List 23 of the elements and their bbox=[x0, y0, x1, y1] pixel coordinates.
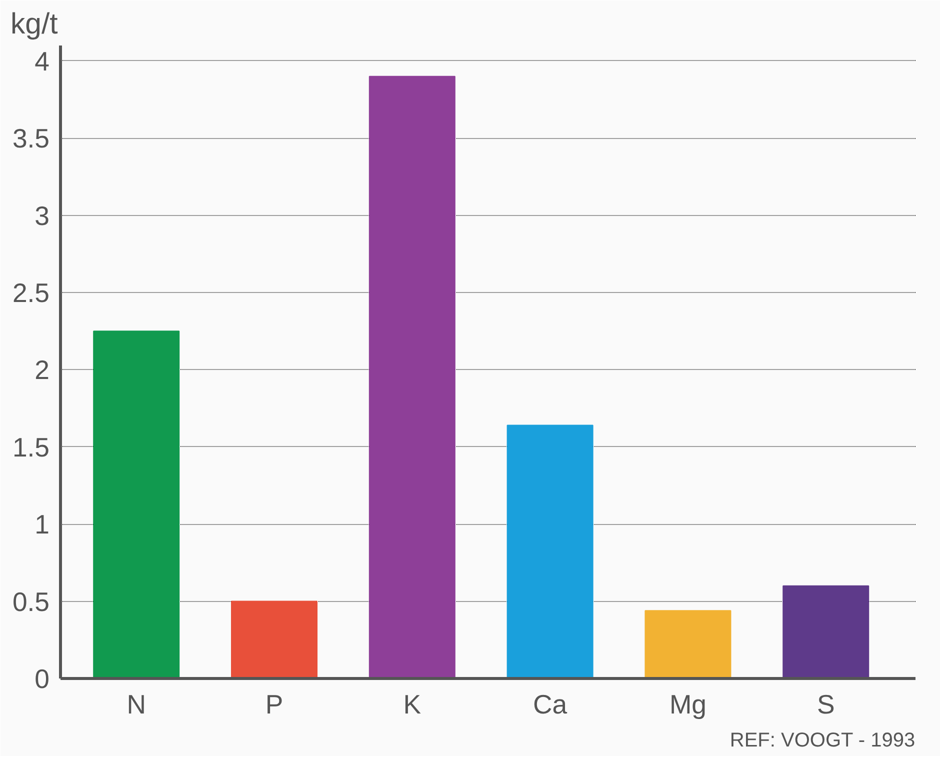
y-tick-label: 0 bbox=[34, 664, 50, 694]
x-tick-label: N bbox=[126, 690, 146, 720]
y-tick-label: 2.5 bbox=[12, 278, 50, 308]
y-tick-label: 0.5 bbox=[12, 586, 50, 617]
x-tick-label: P bbox=[265, 690, 284, 720]
bar bbox=[368, 76, 456, 678]
y-tick-label: 1.5 bbox=[12, 432, 50, 462]
y-tick-label: 3.5 bbox=[12, 124, 50, 154]
x-tick-label: Mg bbox=[669, 690, 706, 720]
bar bbox=[93, 330, 180, 678]
y-tick-label: 3 bbox=[34, 200, 50, 231]
bar bbox=[644, 610, 732, 678]
bar bbox=[506, 424, 594, 678]
x-tick-label: K bbox=[403, 690, 422, 720]
text: REF: VOOGT - 1993 bbox=[730, 730, 916, 752]
bar bbox=[782, 585, 870, 678]
y-tick-label: 1 bbox=[34, 510, 50, 540]
y-tick-label: 2 bbox=[34, 355, 50, 386]
y-tick-label: 4 bbox=[34, 46, 50, 76]
x-tick-label: Ca bbox=[533, 690, 568, 720]
x-tick-label: S bbox=[816, 690, 835, 720]
y-axis-title: kg/t bbox=[10, 8, 58, 40]
bar bbox=[231, 600, 318, 678]
